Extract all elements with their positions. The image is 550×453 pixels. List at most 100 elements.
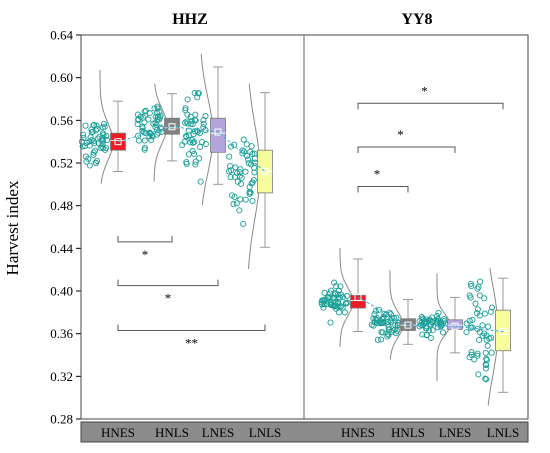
mean-marker: [261, 168, 269, 176]
data-point: [154, 116, 161, 123]
data-point: [475, 371, 482, 378]
data-point: [237, 166, 244, 173]
data-point: [320, 304, 327, 311]
data-point: [476, 336, 483, 343]
data-point: [242, 168, 249, 175]
data-point: [192, 161, 199, 168]
data-point: [392, 322, 399, 329]
data-point: [245, 160, 252, 167]
data-point: [331, 279, 338, 286]
data-point: [391, 314, 398, 322]
data-point: [234, 169, 241, 177]
data-point: [476, 329, 483, 336]
y-tick-label: 0.56: [50, 113, 73, 128]
data-point: [471, 356, 478, 363]
density-curve: [389, 270, 404, 360]
data-point: [433, 317, 440, 324]
data-point: [428, 321, 435, 328]
data-point: [332, 283, 340, 290]
data-point: [479, 322, 486, 329]
category-label-hnls: HNLS: [391, 425, 425, 440]
data-point: [251, 169, 258, 176]
data-point: [153, 131, 161, 138]
data-point: [469, 316, 476, 323]
data-point: [385, 326, 392, 333]
data-point: [249, 179, 256, 186]
data-point: [244, 152, 251, 160]
data-point: [187, 113, 194, 120]
data-point: [194, 94, 201, 101]
data-point: [91, 121, 98, 129]
category-label-hnes: HNES: [341, 425, 375, 440]
data-point: [438, 322, 445, 329]
data-point: [237, 196, 244, 203]
data-point: [134, 120, 141, 128]
mean-trend-line: [357, 296, 504, 333]
data-point: [193, 127, 201, 134]
data-point: [90, 149, 97, 156]
data-point: [183, 132, 190, 140]
mean-marker: [354, 293, 362, 301]
data-point: [489, 304, 496, 311]
data-point: [200, 117, 207, 124]
category-label-lnes: LNES: [439, 425, 472, 440]
category-bar: HNES HNLS LNES LNLS HNES HNLS LNES LNLS: [80, 421, 529, 443]
data-point: [376, 306, 383, 313]
mean-marker: [114, 138, 122, 146]
data-point: [88, 126, 95, 133]
data-point: [96, 133, 103, 140]
data-point: [185, 127, 192, 134]
data-point: [82, 122, 89, 129]
data-point: [91, 147, 99, 154]
significance-brackets: *******: [117, 83, 504, 350]
data-point: [384, 333, 391, 340]
data-point: [228, 167, 235, 174]
data-point: [441, 315, 448, 323]
category-label-lnls: LNLS: [249, 425, 282, 440]
panel-title: HHZ: [172, 11, 208, 28]
data-point: [179, 141, 186, 149]
data-point: [240, 136, 247, 143]
significance-bracket: [117, 235, 173, 243]
data-point: [202, 140, 209, 148]
data-point: [321, 301, 328, 308]
data-point: [226, 153, 233, 160]
data-point: [239, 150, 246, 157]
data-point: [463, 329, 470, 336]
data-point: [238, 174, 245, 181]
data-point: [141, 108, 148, 115]
data-point: [141, 144, 148, 151]
data-point: [230, 201, 237, 208]
significance-label: *: [142, 247, 149, 262]
data-point: [182, 107, 189, 114]
data-point: [385, 323, 392, 330]
data-point: [100, 120, 108, 127]
y-tick-label: 0.52: [50, 156, 73, 171]
data-point: [423, 316, 430, 323]
data-point: [187, 139, 194, 146]
significance-bracket: [357, 102, 504, 110]
data-point: [83, 158, 90, 165]
data-point: [434, 315, 441, 323]
data-point: [335, 287, 342, 294]
data-point: [482, 365, 489, 372]
data-point: [197, 143, 204, 150]
data-point: [339, 304, 346, 311]
data-point: [473, 310, 480, 317]
data-point: [342, 299, 350, 306]
category-label-lnes: LNES: [202, 425, 235, 440]
data-point: [90, 138, 97, 145]
data-point: [475, 283, 482, 290]
data-point: [487, 308, 494, 315]
plot-frame: HHZ YY8: [80, 11, 529, 420]
data-point: [240, 220, 247, 227]
significance-bracket: [117, 279, 219, 287]
data-point: [343, 292, 350, 299]
data-point: [483, 355, 490, 362]
data-point: [482, 349, 489, 356]
data-point: [151, 105, 158, 112]
category-label-lnls: LNLS: [487, 425, 520, 440]
data-point: [463, 320, 470, 327]
data-point: [248, 143, 255, 150]
